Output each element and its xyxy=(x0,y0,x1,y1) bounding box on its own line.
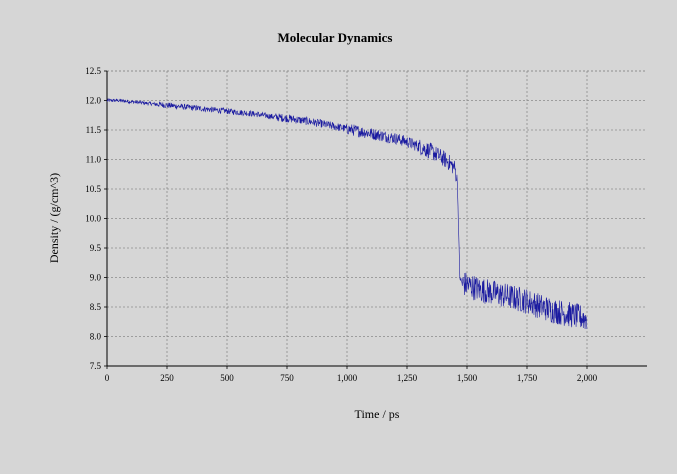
y-tick-label: 8.0 xyxy=(90,332,102,342)
y-axis-label: Density / (g/cm^3) xyxy=(47,173,61,263)
y-tick-label: 10.5 xyxy=(85,184,101,194)
y-tick-label: 10.0 xyxy=(85,214,101,224)
y-tick-label: 9.0 xyxy=(90,273,102,283)
x-tick-label: 750 xyxy=(280,373,294,383)
grid xyxy=(107,70,647,366)
y-tick-label: 7.5 xyxy=(90,361,102,371)
x-tick-label: 1,250 xyxy=(397,373,418,383)
x-axis-label: Time / ps xyxy=(355,407,400,421)
density-series-line xyxy=(106,97,588,329)
y-tick-label: 9.5 xyxy=(90,243,102,253)
y-tick-label: 11.0 xyxy=(86,155,102,165)
x-tick-label: 0 xyxy=(105,373,110,383)
y-tick-label: 12.5 xyxy=(85,66,101,76)
x-tick-label: 1,500 xyxy=(457,373,478,383)
x-tick-label: 1,750 xyxy=(517,373,538,383)
x-tick-label: 250 xyxy=(160,373,174,383)
tick-labels: 7.5 8.0 8.5 9.0 9.5 10.0 10.5 11.0 11.5 12.0 12.5 0… xyxy=(85,66,597,383)
x-tick-label: 500 xyxy=(220,373,234,383)
chart-title: Molecular Dynamics xyxy=(278,30,393,45)
y-tick-label: 8.5 xyxy=(90,302,102,312)
y-tick-label: 12.0 xyxy=(85,96,101,106)
x-tick-label: 1,000 xyxy=(337,373,358,383)
series xyxy=(106,97,588,329)
x-tick-label: 2,000 xyxy=(577,373,598,383)
axes xyxy=(104,70,647,369)
y-tick-label: 11.5 xyxy=(86,125,102,135)
